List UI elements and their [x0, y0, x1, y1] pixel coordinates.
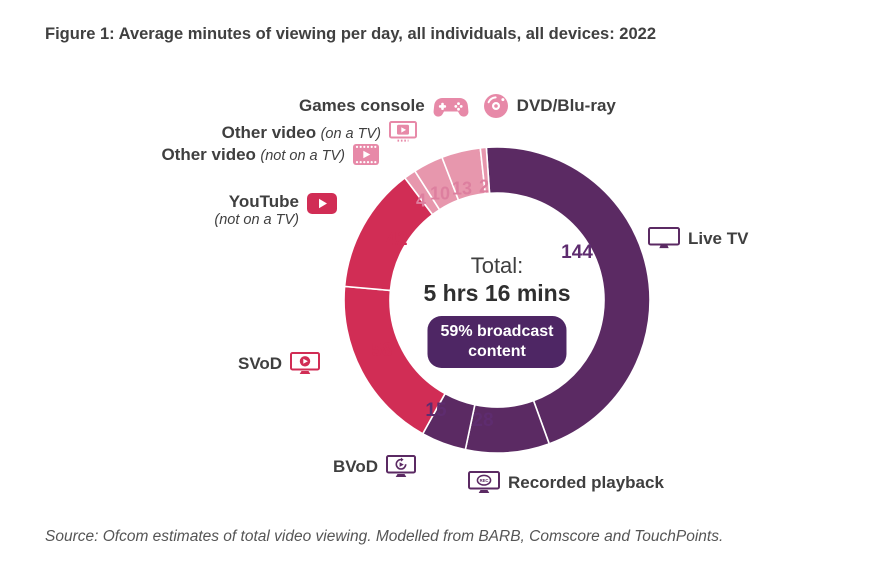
- other-video-not-on-tv-qualifier: (not on a TV): [260, 147, 345, 164]
- recorded-playback-label: Recorded playback: [508, 473, 664, 492]
- tv-play-icon: [389, 121, 417, 145]
- broadcast-share-line1: 59% broadcast: [440, 323, 554, 340]
- total-value: 5 hrs 16 mins: [423, 280, 571, 306]
- bvod-label: BVoD: [333, 457, 379, 476]
- legend-recorded-playback: REC Recorded playback: [468, 471, 664, 495]
- legend-youtube: YouTube (not on a TV): [214, 192, 337, 228]
- other-video-on-tv-qualifier: (on a TV): [320, 126, 381, 142]
- figure-title: Figure 1: Average minutes of viewing per…: [45, 25, 657, 43]
- value-live-tv: 144: [561, 242, 593, 263]
- value-bvod: 15: [425, 400, 447, 421]
- recorded-tv-icon: REC: [468, 471, 500, 495]
- value-dvd-blu-ray: 2: [478, 176, 490, 197]
- other-video-not-on-tv-label: Other video: [161, 144, 256, 164]
- donut-segment-dvd-blu-ray: [479, 146, 491, 195]
- gamepad-icon: [433, 94, 469, 119]
- figure-source: Source: Ofcom estimates of total video v…: [45, 528, 724, 545]
- legend-other-video-on-tv: Other video (on a TV): [222, 121, 417, 145]
- donut-center: Total: 5 hrs 16 mins 59% broadcast conte…: [423, 253, 571, 368]
- svg-text:REC: REC: [480, 478, 489, 483]
- youtube-label: YouTube: [228, 192, 299, 211]
- disc-icon: [483, 93, 509, 119]
- value-other-video-on-tv: 10: [429, 183, 451, 204]
- value-other-video-not-on-tv: 4: [415, 190, 427, 211]
- legend-other-video-not-on-tv: Other video (not on a TV): [161, 144, 379, 165]
- broadcast-share-badge: 59% broadcast content: [427, 316, 567, 368]
- broadcast-share-line2: content: [468, 343, 526, 360]
- live-tv-icon: [648, 227, 680, 251]
- legend-bvod: BVoD: [333, 455, 417, 479]
- value-youtube: 42: [386, 229, 408, 250]
- value-recorded-playback: 28: [472, 410, 494, 431]
- total-label: Total:: [470, 253, 524, 278]
- youtube-qualifier: (not on a TV): [214, 211, 299, 228]
- youtube-icon: [307, 193, 337, 214]
- value-games-console: 13: [451, 178, 473, 199]
- filmstrip-play-icon: [353, 144, 379, 165]
- donut-segment-live-tv: [485, 146, 651, 445]
- svod-tv-icon: [290, 352, 321, 376]
- legend-svod: SVoD: [238, 352, 321, 376]
- bvod-tv-icon: [386, 455, 417, 479]
- other-video-on-tv-label: Other video: [221, 123, 317, 142]
- legend-games-dvd: Games console DVD/Blu-ray: [299, 93, 616, 119]
- live-tv-label: Live TV: [688, 229, 749, 248]
- value-svod: 58: [371, 340, 393, 361]
- legend-live-tv: Live TV: [648, 227, 748, 251]
- svod-label: SVoD: [238, 354, 283, 373]
- dvd-bluray-label: DVD/Blu-ray: [516, 96, 616, 115]
- games-console-label: Games console: [299, 96, 425, 115]
